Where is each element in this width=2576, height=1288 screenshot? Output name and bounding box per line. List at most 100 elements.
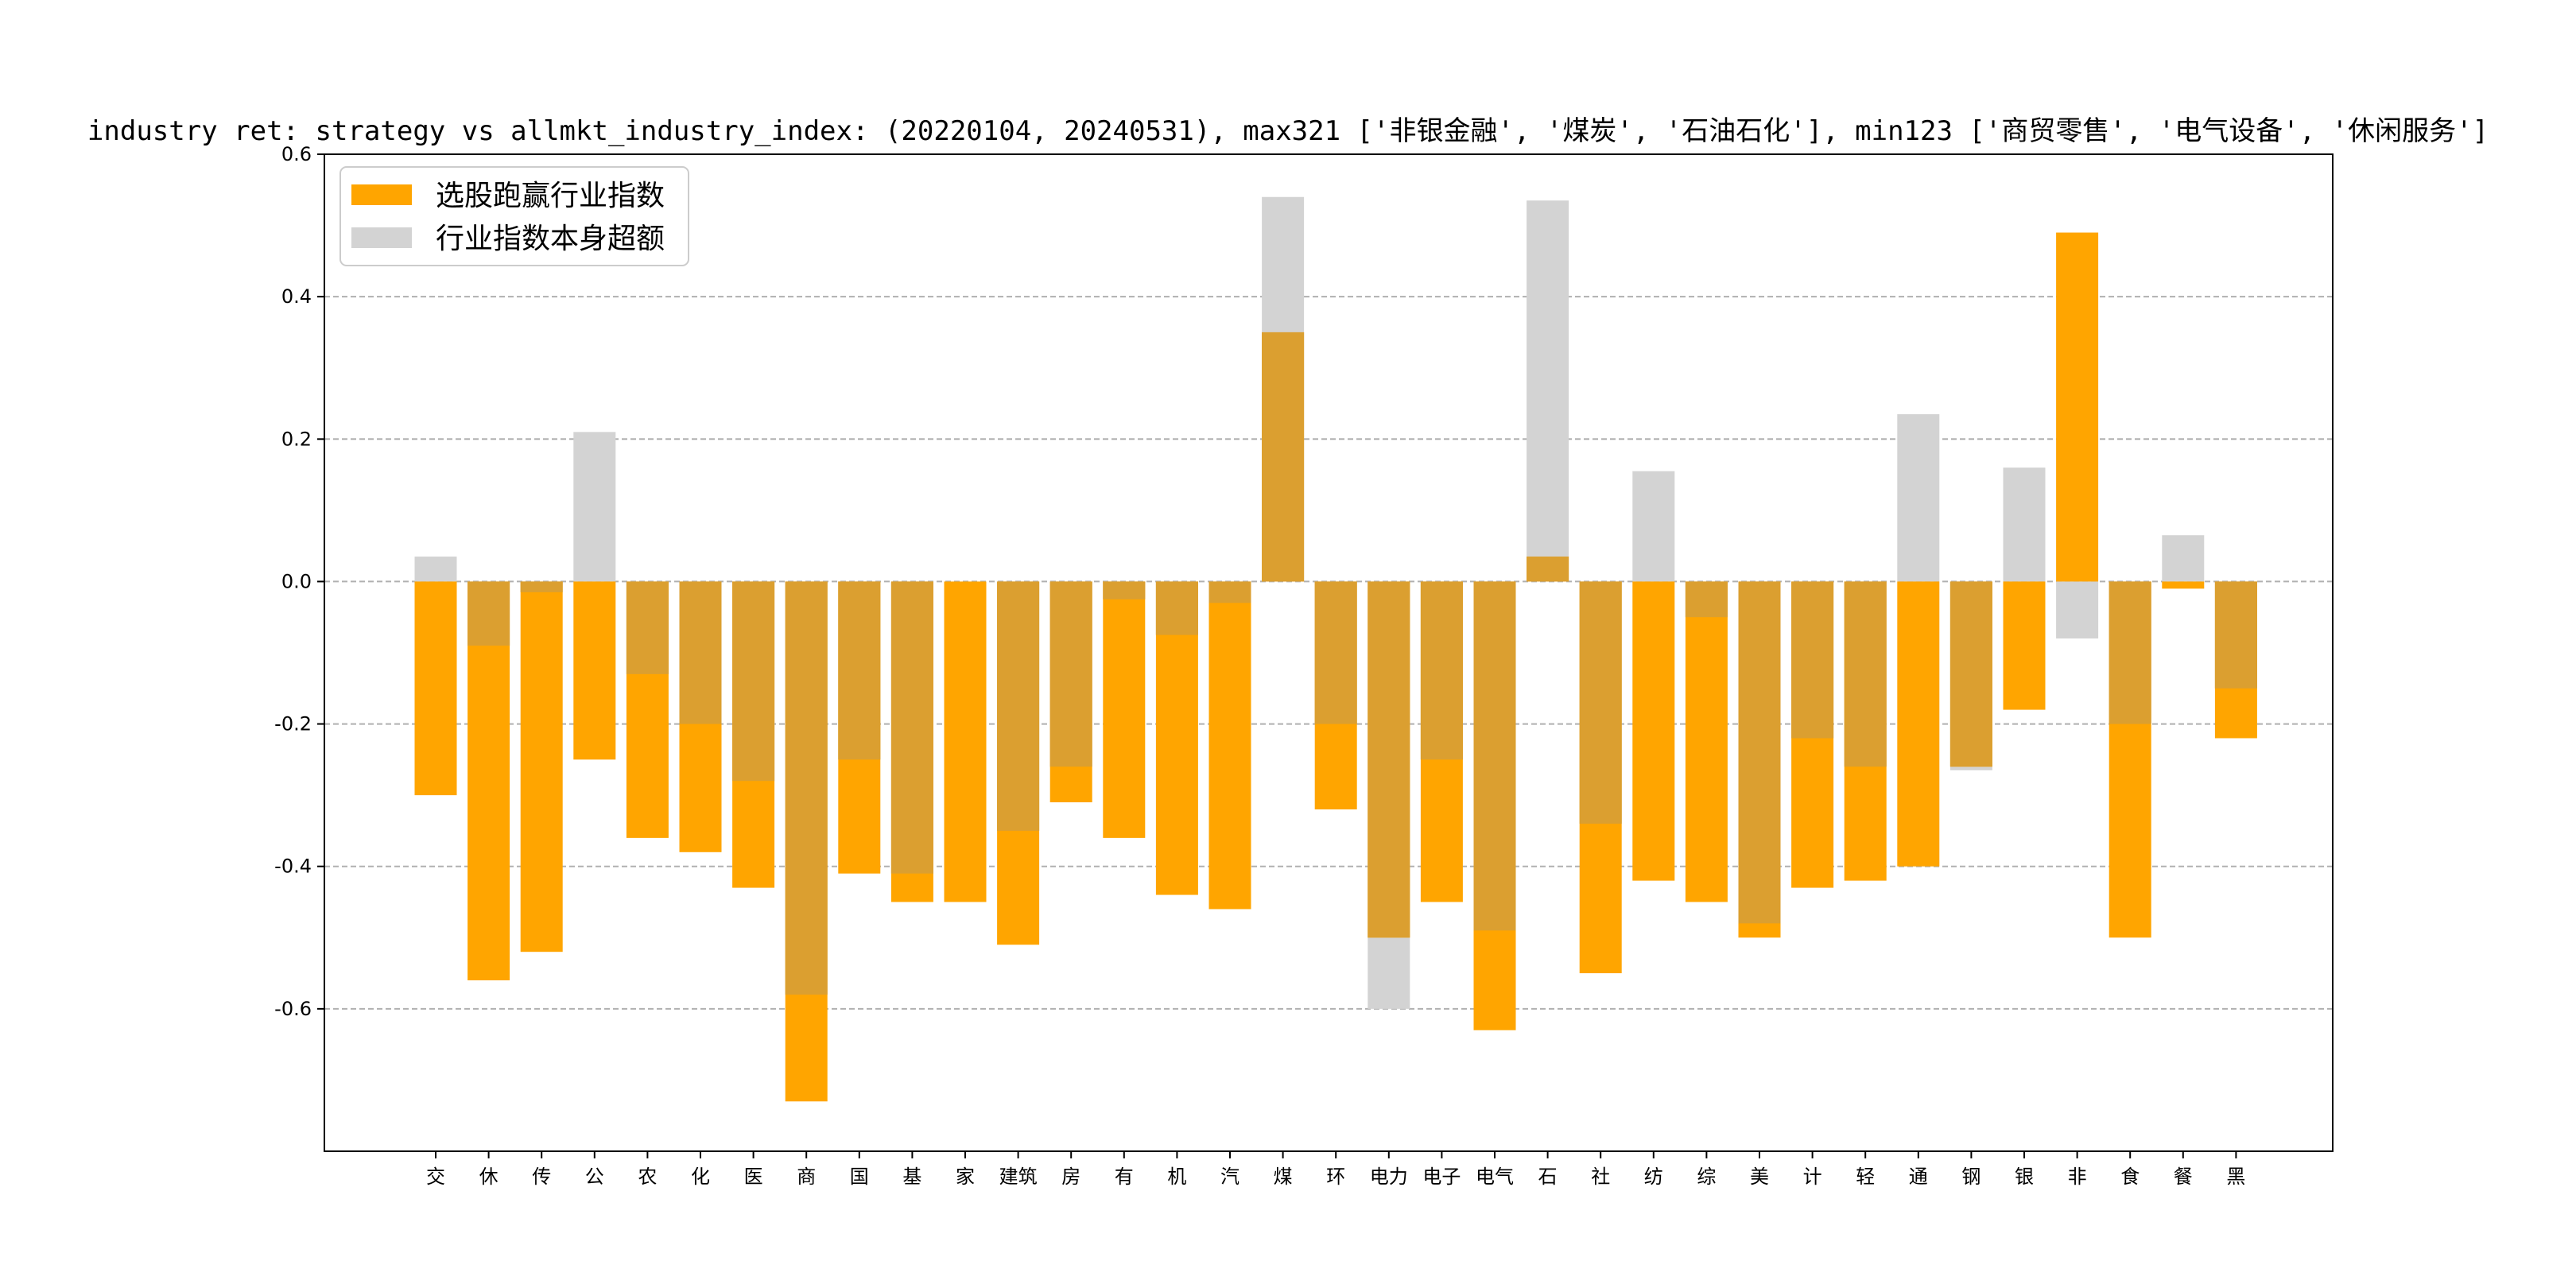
overlap-bar — [467, 581, 510, 646]
strategy-outperform-bar — [944, 581, 987, 902]
overlap-bar — [890, 581, 933, 874]
x-tick-label: 石 — [1538, 1166, 1558, 1188]
chart-title: industry ret: strategy vs allmkt_industr… — [87, 115, 2489, 147]
x-tick-label: 轻 — [1856, 1166, 1875, 1188]
overlap-bar — [626, 581, 669, 674]
overlap-bar — [2109, 581, 2151, 724]
y-tick-label: -0.4 — [274, 855, 312, 878]
x-tick-label: 钢 — [1961, 1166, 1980, 1188]
overlap-bar — [2214, 581, 2257, 689]
legend-swatch-index — [351, 227, 412, 248]
x-tick-label: 汽 — [1220, 1166, 1240, 1188]
strategy-outperform-bar — [1897, 581, 1940, 867]
index-excess-bar — [1632, 471, 1675, 582]
overlap-bar — [785, 581, 828, 995]
overlap-bar — [1262, 332, 1305, 582]
overlap-bar — [1685, 581, 1728, 618]
index-excess-bar — [1527, 200, 1569, 582]
x-tick-label: 黑 — [2226, 1166, 2245, 1188]
strategy-outperform-bar — [467, 581, 510, 981]
plot-frame — [324, 153, 2334, 1152]
x-tick-label: 房 — [1061, 1166, 1080, 1188]
overlap-bar — [1527, 557, 1569, 582]
overlap-bar — [1049, 581, 1092, 767]
index-excess-bar — [414, 557, 457, 582]
index-excess-bar — [2003, 467, 2046, 582]
legend-label-strategy: 选股跑赢行业指数 — [436, 180, 665, 212]
overlap-bar — [1155, 581, 1198, 635]
x-tick-label: 机 — [1167, 1166, 1186, 1188]
y-tick-label: 0.4 — [281, 285, 312, 308]
x-tick-label: 家 — [956, 1166, 975, 1188]
overlap-bar — [679, 581, 722, 724]
overlap-bar — [732, 581, 775, 782]
strategy-outperform-bar — [573, 581, 616, 760]
overlap-bar — [1949, 581, 1992, 767]
overlap-bar — [520, 581, 563, 592]
x-tick-label: 非 — [2068, 1166, 2087, 1188]
x-tick-label: 国 — [850, 1166, 869, 1188]
index-excess-bar — [2162, 535, 2205, 582]
overlap-bar — [997, 581, 1040, 831]
x-tick-label: 银 — [2015, 1166, 2034, 1188]
x-tick-label: 建筑 — [999, 1166, 1038, 1188]
overlap-bar — [1420, 581, 1463, 760]
x-tick-label: 社 — [1591, 1166, 1610, 1188]
x-tick-label: 纺 — [1644, 1166, 1663, 1188]
x-tick-label: 食 — [2120, 1166, 2140, 1188]
strategy-outperform-bar — [414, 581, 457, 796]
x-tick-label: 电气 — [1476, 1166, 1514, 1188]
strategy-outperform-bar — [1685, 581, 1728, 902]
overlap-bar — [1791, 581, 1834, 739]
strategy-outperform-bar — [1208, 581, 1251, 910]
overlap-bar — [1368, 581, 1410, 938]
y-axis: -0.6 -0.4 -0.2 0.0 0.2 0.4 0.6 — [274, 143, 324, 1020]
x-tick-label: 医 — [744, 1166, 763, 1188]
bars — [414, 196, 2257, 1102]
x-tick-label: 通 — [1909, 1166, 1928, 1188]
x-tick-label: 交 — [426, 1166, 445, 1188]
y-tick-label: 0.2 — [281, 428, 312, 450]
overlap-bar — [1103, 581, 1146, 599]
x-tick-label: 计 — [1803, 1166, 1822, 1188]
strategy-outperform-bar — [2056, 232, 2099, 582]
overlap-bar — [1579, 581, 1622, 824]
legend-box — [339, 166, 689, 266]
x-tick-label: 化 — [691, 1166, 710, 1188]
x-tick-label: 美 — [1750, 1166, 1769, 1188]
strategy-outperform-bar — [2003, 581, 2046, 710]
y-tick-label: -0.2 — [274, 713, 312, 735]
x-tick-label: 商 — [797, 1166, 816, 1188]
strategy-outperform-bar — [1632, 581, 1675, 881]
index-excess-bar — [573, 432, 616, 582]
x-tick-label: 电力 — [1370, 1166, 1408, 1188]
strategy-outperform-bar — [520, 581, 563, 952]
y-tick-label: 0.0 — [281, 570, 312, 592]
legend-label-index: 行业指数本身超额 — [436, 223, 665, 255]
x-tick-label: 休 — [479, 1166, 499, 1188]
x-tick-label: 传 — [532, 1166, 551, 1188]
x-tick-label: 餐 — [2174, 1166, 2193, 1188]
overlap-bar — [1314, 581, 1357, 724]
strategy-outperform-bar — [2162, 581, 2205, 589]
y-tick-label: 0.6 — [281, 143, 312, 165]
overlap-bar — [1473, 581, 1516, 931]
y-tick-label: -0.6 — [274, 998, 312, 1020]
x-axis: 交 休 传 公 农 化 医 商 国 基 家 建筑 房 有 机 汽 煤 环 电力 电子 电气 石 社 纺 综 美 计 轻 通 钢 银 非 食 餐 黑 — [426, 1151, 2245, 1188]
index-excess-bar — [1897, 413, 1940, 582]
x-tick-label: 基 — [902, 1166, 921, 1188]
x-tick-label: 有 — [1115, 1166, 1134, 1188]
overlap-bar — [1738, 581, 1781, 924]
x-tick-label: 环 — [1326, 1166, 1345, 1188]
overlap-bar — [838, 581, 881, 760]
strategy-outperform-bar — [1103, 581, 1146, 838]
x-tick-label: 公 — [585, 1166, 604, 1188]
x-tick-label: 综 — [1697, 1166, 1716, 1188]
legend-swatch-strategy — [351, 184, 412, 205]
x-tick-label: 电子 — [1422, 1166, 1461, 1188]
x-tick-label: 农 — [638, 1166, 657, 1188]
index-excess-bar — [2056, 581, 2099, 639]
